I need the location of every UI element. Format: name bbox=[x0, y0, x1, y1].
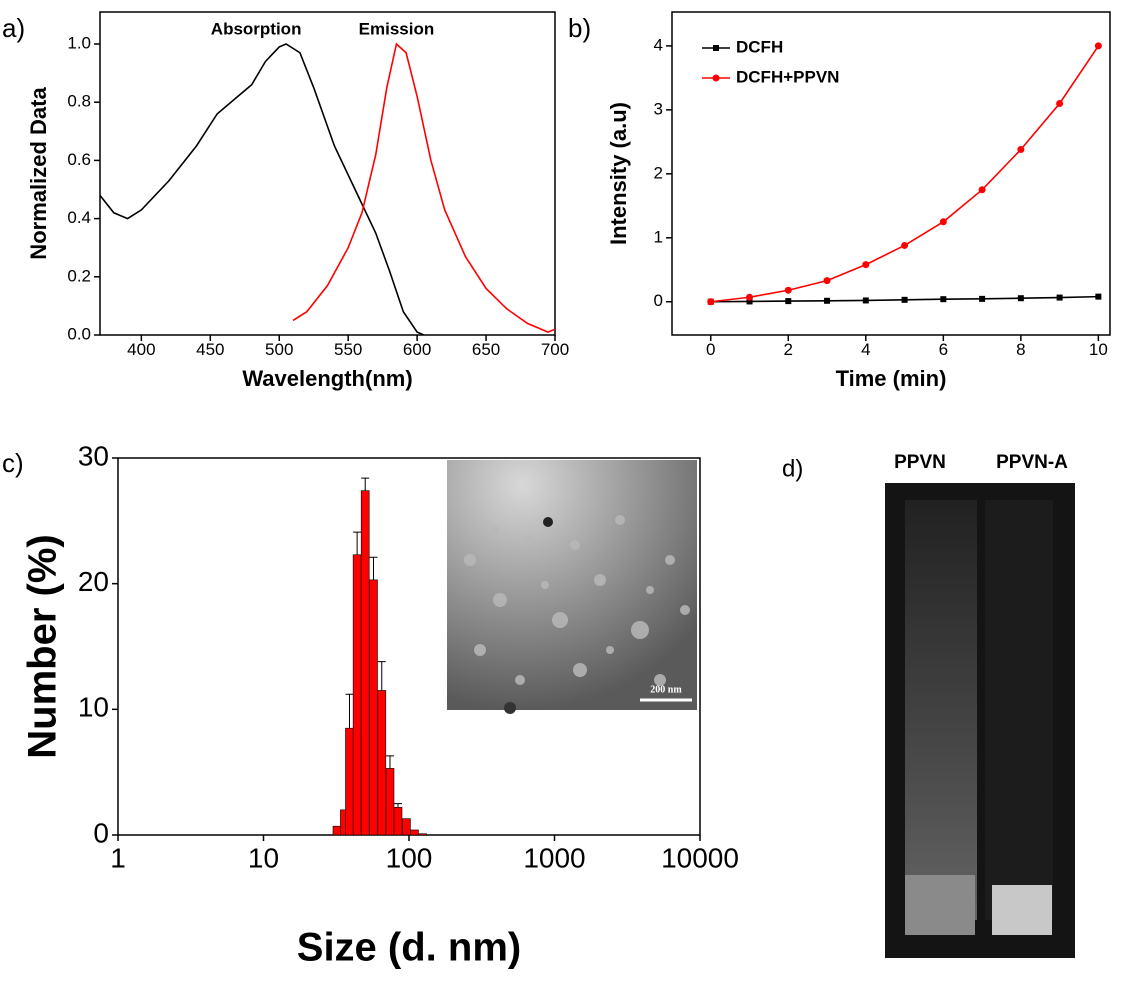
bar bbox=[410, 829, 419, 836]
point bbox=[901, 296, 908, 303]
error-bar bbox=[361, 477, 370, 491]
y-tick-label: 0.2 bbox=[67, 266, 91, 285]
x-tick-label: 1 bbox=[110, 843, 126, 874]
bar bbox=[369, 579, 378, 836]
error-bar bbox=[393, 803, 402, 808]
point bbox=[746, 298, 753, 305]
y-tick-label: 10 bbox=[78, 692, 109, 723]
y-tick-label: 2 bbox=[654, 163, 663, 182]
x-tick-label: 400 bbox=[127, 340, 155, 359]
y-axis-title: Intensity (a.u) bbox=[606, 102, 631, 245]
point bbox=[940, 296, 947, 303]
x-tick-label: 700 bbox=[541, 340, 569, 359]
x-axis-title: Time (min) bbox=[836, 366, 947, 391]
y-tick-label: 0 bbox=[93, 817, 109, 848]
point bbox=[1056, 294, 1063, 301]
y-tick-label: 0.4 bbox=[67, 208, 91, 227]
point bbox=[1056, 99, 1064, 107]
y-tick-label: 4 bbox=[654, 35, 663, 54]
point bbox=[1017, 146, 1025, 154]
point bbox=[979, 295, 986, 302]
legend-marker bbox=[712, 74, 720, 82]
point bbox=[862, 297, 869, 304]
bar bbox=[385, 768, 395, 836]
bar bbox=[352, 554, 362, 836]
y-tick-label: 1.0 bbox=[67, 33, 91, 52]
bar bbox=[345, 727, 354, 836]
series-line bbox=[99, 43, 425, 336]
point bbox=[707, 298, 715, 306]
point bbox=[939, 218, 947, 226]
panel-label: b) bbox=[568, 13, 591, 43]
point bbox=[823, 277, 831, 285]
y-tick-label: 30 bbox=[78, 440, 109, 471]
x-tick-label: 450 bbox=[196, 340, 224, 359]
legend-label: DCFH+PPVN bbox=[736, 67, 839, 86]
y-axis-title: Number (%) bbox=[21, 534, 65, 758]
bar bbox=[332, 825, 342, 836]
plot-frame bbox=[671, 11, 1111, 336]
x-tick-label: 550 bbox=[334, 340, 362, 359]
point bbox=[785, 298, 792, 305]
strip-label: PPVN bbox=[894, 452, 946, 473]
strip-label: PPVN-A bbox=[996, 452, 1068, 473]
x-tick-label: 10 bbox=[1089, 340, 1108, 359]
point bbox=[978, 186, 986, 194]
x-tick-label: 650 bbox=[472, 340, 500, 359]
point bbox=[784, 286, 792, 294]
legend-marker bbox=[713, 45, 719, 51]
bar bbox=[418, 833, 427, 836]
error-bar bbox=[353, 531, 362, 555]
error-bar bbox=[385, 755, 394, 769]
scale-bar-label: 200 nm bbox=[650, 684, 682, 695]
x-axis-title: Wavelength(nm) bbox=[242, 366, 412, 391]
panel-label: d) bbox=[782, 455, 803, 482]
error-bar bbox=[345, 693, 354, 729]
legend-label: DCFH bbox=[736, 37, 783, 56]
point bbox=[1094, 42, 1102, 50]
y-tick-label: 20 bbox=[78, 566, 109, 597]
point bbox=[746, 293, 754, 301]
point bbox=[1017, 295, 1024, 302]
error-bar bbox=[377, 661, 386, 691]
x-tick-label: 6 bbox=[939, 340, 948, 359]
bar bbox=[402, 818, 411, 836]
x-tick-label: 10 bbox=[248, 843, 279, 874]
y-tick-label: 0.0 bbox=[67, 324, 91, 343]
y-tick-label: 0.8 bbox=[67, 92, 91, 111]
x-axis-title: Size (d. nm) bbox=[297, 926, 521, 970]
x-tick-label: 100 bbox=[386, 843, 433, 874]
x-tick-label: 0 bbox=[706, 340, 715, 359]
bar bbox=[377, 690, 387, 836]
x-tick-label: 4 bbox=[861, 340, 870, 359]
y-tick-label: 3 bbox=[654, 99, 663, 118]
error-bar bbox=[369, 556, 378, 580]
y-axis-title: Normalized Data bbox=[26, 87, 51, 260]
series-line bbox=[292, 42, 556, 333]
panel-label: c) bbox=[2, 448, 24, 478]
point bbox=[862, 261, 870, 269]
x-tick-label: 500 bbox=[265, 340, 293, 359]
x-tick-label: 2 bbox=[784, 340, 793, 359]
strip-photo bbox=[885, 483, 1075, 958]
x-tick-label: 8 bbox=[1016, 340, 1025, 359]
series-label: Emission bbox=[359, 19, 435, 38]
y-tick-label: 0.6 bbox=[67, 150, 91, 169]
y-tick-label: 1 bbox=[654, 227, 663, 246]
x-tick-label: 1000 bbox=[523, 843, 585, 874]
point bbox=[1095, 293, 1102, 300]
x-tick-label: 10000 bbox=[661, 843, 739, 874]
y-tick-label: 0 bbox=[654, 291, 663, 310]
point bbox=[824, 297, 831, 304]
bar bbox=[393, 807, 403, 836]
panel-label: a) bbox=[2, 13, 25, 43]
tem-inset: 200 nm bbox=[447, 460, 697, 714]
bar bbox=[360, 490, 370, 836]
series-label: Absorption bbox=[211, 19, 302, 38]
point bbox=[901, 241, 909, 249]
plot-frame bbox=[99, 11, 556, 336]
x-tick-label: 600 bbox=[403, 340, 431, 359]
